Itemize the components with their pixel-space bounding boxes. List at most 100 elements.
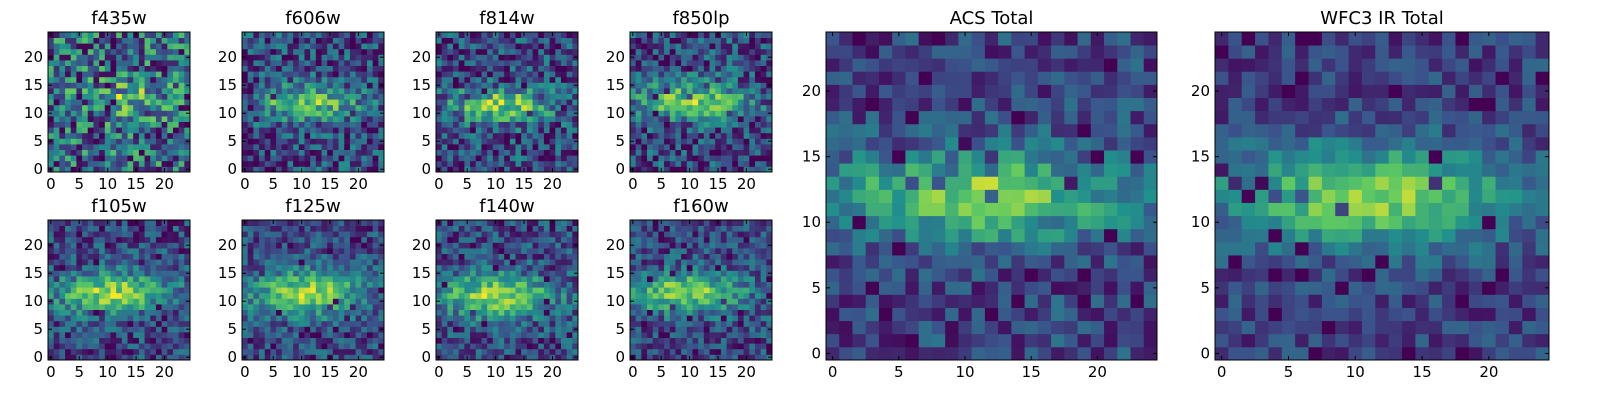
heatmap-cell <box>184 93 191 100</box>
axes-frame <box>435 219 579 361</box>
heatmap-cell <box>93 104 100 111</box>
heatmap-cell <box>116 43 123 50</box>
heatmap-cell <box>121 110 128 117</box>
heatmap-cell <box>338 110 345 117</box>
heatmap-cell <box>155 54 162 61</box>
heatmap-cell <box>161 337 168 344</box>
heatmap-cell <box>453 320 460 327</box>
heatmap-cell <box>110 32 117 38</box>
heatmap-cell <box>276 138 283 145</box>
heatmap-cell <box>344 225 351 232</box>
heatmap-cell <box>293 354 300 361</box>
heatmap-cell <box>355 242 362 249</box>
heatmap-cell <box>555 253 562 260</box>
heatmap-cell <box>338 304 345 310</box>
heatmap-cell <box>669 354 676 361</box>
heatmap-cell <box>242 144 249 150</box>
heatmap-cell <box>138 166 145 173</box>
heatmap-cell <box>549 320 556 327</box>
heatmap-cell <box>515 138 522 145</box>
heatmap-cell <box>87 343 94 350</box>
heatmap-cell <box>155 82 162 89</box>
heatmap-cell <box>458 121 465 128</box>
heatmap-cell <box>543 225 550 232</box>
heatmap-cell <box>549 343 556 350</box>
heatmap-cell <box>726 343 733 350</box>
heatmap-cell <box>521 253 528 260</box>
heatmap-cell <box>355 332 362 338</box>
heatmap-cell <box>121 270 128 277</box>
heatmap-cell <box>526 304 533 310</box>
heatmap-cell <box>481 281 488 288</box>
heatmap-cell <box>447 281 454 288</box>
heatmap-cell <box>293 110 300 117</box>
heatmap-cell <box>464 276 471 282</box>
heatmap-cell <box>664 99 671 106</box>
heatmap-cell <box>669 276 676 282</box>
heatmap-cell <box>178 54 185 61</box>
heatmap-cell <box>698 93 705 100</box>
heatmap-cell <box>464 127 471 134</box>
heatmap-cell <box>760 76 767 83</box>
heatmap-cell <box>161 326 168 333</box>
heatmap-cell <box>453 48 460 55</box>
heatmap-cell <box>104 93 111 100</box>
heatmap-cell <box>743 43 750 50</box>
heatmap-cell <box>270 116 277 122</box>
heatmap-cell <box>310 116 317 122</box>
heatmap-cell <box>481 104 488 111</box>
heatmap-cell <box>87 110 94 117</box>
heatmap-cell <box>264 76 271 83</box>
heatmap-cell <box>59 320 66 327</box>
heatmap-cell <box>338 248 345 254</box>
heatmap-cell <box>458 236 465 243</box>
heatmap-cell <box>686 343 693 350</box>
heatmap-cell <box>515 304 522 310</box>
heatmap-cell <box>572 116 579 122</box>
heatmap-cell <box>703 149 710 156</box>
heatmap-cell <box>732 121 739 128</box>
heatmap-cell <box>658 298 665 305</box>
heatmap-cell <box>543 88 550 94</box>
heatmap-cell <box>276 270 283 277</box>
heatmap-cell <box>167 155 174 162</box>
heatmap-cell <box>641 149 648 156</box>
heatmap-cell <box>247 155 254 162</box>
heatmap-cell <box>116 110 123 117</box>
heatmap-cell <box>172 88 180 94</box>
heatmap-cell <box>709 304 716 310</box>
heatmap-cell <box>70 304 77 310</box>
heatmap-cell <box>144 287 151 294</box>
heatmap-cell <box>121 104 128 111</box>
heatmap-cell <box>172 236 180 243</box>
heatmap-cell <box>703 93 710 100</box>
heatmap-cell <box>48 132 55 139</box>
heatmap-cell <box>70 132 77 139</box>
heatmap-cell <box>372 43 379 50</box>
heatmap-cell <box>110 320 117 327</box>
heatmap-cell <box>453 160 460 167</box>
heatmap-cell <box>65 166 72 173</box>
heatmap-cell <box>515 149 522 156</box>
heatmap-cell <box>566 276 573 282</box>
x-tick-label: 0 <box>628 175 638 193</box>
heatmap-cell <box>652 54 659 61</box>
heatmap-cell <box>65 132 72 139</box>
heatmap-cell <box>481 60 488 66</box>
heatmap-cell <box>555 220 562 226</box>
heatmap-cell <box>458 149 465 156</box>
heatmap-cell <box>104 281 111 288</box>
heatmap-cell <box>709 32 716 38</box>
heatmap-cell <box>344 264 351 271</box>
heatmap-cell <box>276 104 283 111</box>
heatmap-cell <box>259 99 266 106</box>
heatmap-cell <box>281 332 288 338</box>
heatmap-cell <box>732 65 739 72</box>
heatmap-cell <box>509 242 516 249</box>
heatmap-cell <box>332 259 339 266</box>
heatmap-cell <box>458 132 465 139</box>
heatmap-cell <box>543 281 550 288</box>
heatmap-cell <box>664 144 671 150</box>
heatmap-cell <box>172 332 180 338</box>
heatmap-cell <box>355 149 362 156</box>
